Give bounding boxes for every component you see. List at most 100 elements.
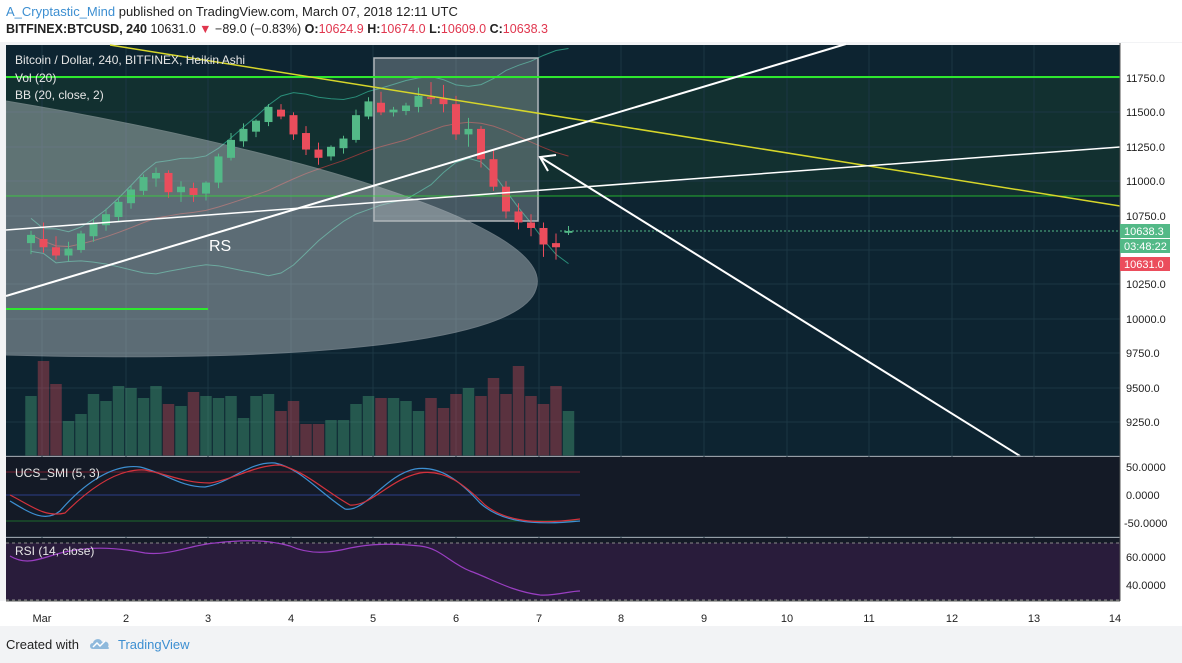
chart-area[interactable]: RS Bitcoin / Dollar, 240, BITFINEX, Heik…	[0, 43, 1182, 626]
volume-bar	[187, 392, 200, 456]
open-value: 10624.9	[318, 22, 364, 36]
price-tick-labels: 11750.0 11500.0 11250.0 11000.0 10750.0 …	[1126, 73, 1166, 429]
price-tick: 9250.0	[1126, 417, 1160, 429]
bb-legend[interactable]: BB (20, close, 2)	[15, 88, 104, 102]
volume-bar	[525, 396, 537, 456]
volume-bar	[262, 394, 275, 456]
open-label: O:	[304, 22, 319, 36]
volume-bar	[300, 424, 312, 456]
candle-body	[289, 115, 298, 135]
price-tick: 11750.0	[1126, 73, 1165, 85]
volume-bar	[75, 414, 87, 456]
white-trendline-shallow[interactable]	[5, 146, 1121, 231]
candle-body	[464, 128, 473, 135]
price-tick: 10750.0	[1126, 211, 1166, 223]
candle-body	[414, 95, 423, 107]
smi-tick-labels: 50.0000 0.0000 -50.0000	[1124, 462, 1167, 530]
candle-body	[439, 98, 448, 105]
price-tick: 11250.0	[1126, 142, 1165, 154]
price-tick: 11500.0	[1126, 107, 1165, 119]
candle-body	[502, 186, 510, 212]
tradingview-cloud-icon[interactable]	[88, 635, 112, 651]
candle-body	[452, 104, 460, 135]
price-change: −89.0 (−0.83%)	[215, 22, 302, 36]
rsi-tick: 40.0000	[1126, 580, 1166, 592]
smi-tick: -50.0000	[1124, 518, 1167, 530]
candle-body	[527, 222, 535, 228]
smi-tick: 50.0000	[1126, 462, 1166, 474]
volume-bar	[112, 386, 125, 456]
candle-body	[152, 172, 160, 179]
candle-body	[552, 243, 560, 248]
symbol-label: BITFINEX:BTCUSD, 240	[6, 22, 147, 36]
rsi-legend[interactable]: RSI (14, close)	[15, 544, 94, 558]
candle-body	[389, 109, 398, 113]
white-trendline-steep[interactable]	[5, 43, 847, 297]
volume-bar	[37, 361, 50, 456]
rsi-tick-labels: 60.0000 40.0000	[1126, 552, 1166, 592]
chart-title-legend[interactable]: Bitcoin / Dollar, 240, BITFINEX, Heikin …	[15, 53, 245, 67]
candle-body	[227, 139, 235, 158]
candle-body	[327, 146, 335, 157]
candle-body	[202, 182, 210, 194]
time-tick: 2	[123, 613, 129, 625]
projection-arrow-line[interactable]	[539, 156, 1021, 457]
last-price: 10631.0	[150, 22, 196, 36]
smi-legend[interactable]: UCS_SMI (5, 3)	[15, 466, 100, 480]
countdown-badge	[1120, 239, 1170, 253]
author-link[interactable]: A_Cryptastic_Mind	[6, 4, 116, 19]
volume-legend[interactable]: Vol (20)	[15, 71, 56, 85]
candle-body	[277, 109, 285, 117]
volume-bar	[50, 384, 62, 456]
time-tick: 13	[1028, 613, 1040, 625]
symbol-info: BITFINEX:BTCUSD, 240 10631.0 ▼ −89.0 (−0…	[6, 22, 548, 36]
time-tick: 3	[205, 613, 211, 625]
volume-bar	[312, 424, 325, 456]
volume-bar	[387, 398, 400, 456]
volume-bar	[225, 396, 237, 456]
volume-bar	[137, 398, 150, 456]
candle-body	[264, 106, 273, 123]
volume-bars	[25, 361, 575, 456]
volume-bar	[425, 398, 437, 456]
price-tick: 11000.0	[1126, 176, 1165, 188]
volume-bar	[350, 404, 362, 456]
volume-bar	[125, 388, 137, 456]
volume-bar	[150, 386, 162, 456]
volume-bar	[237, 418, 250, 456]
rsi-band	[6, 543, 1120, 600]
rs-ellipse-zone[interactable]	[5, 100, 538, 358]
volume-bar	[450, 394, 462, 456]
created-with-text: Created with	[6, 637, 79, 652]
volume-bar	[250, 396, 262, 456]
smi-tick: 0.0000	[1126, 490, 1160, 502]
volume-bar	[412, 411, 425, 456]
candle-body	[27, 234, 35, 244]
volume-bar	[162, 404, 175, 456]
time-axis[interactable]	[0, 601, 1182, 626]
yellow-trendline[interactable]	[109, 44, 1121, 207]
volume-bar	[375, 398, 387, 456]
publish-header: A_Cryptastic_Mind published on TradingVi…	[0, 0, 1182, 42]
volume-bar	[200, 396, 212, 456]
price-badge-last	[1120, 257, 1170, 271]
time-tick: 6	[453, 613, 459, 625]
tradingview-brand-link[interactable]: TradingView	[118, 637, 190, 652]
candle-body	[52, 247, 60, 256]
volume-bar	[275, 411, 287, 456]
price-axis[interactable]	[1120, 43, 1182, 601]
volume-bar	[87, 394, 100, 456]
footer: Created with TradingView	[0, 626, 1182, 663]
volume-bar	[475, 396, 487, 456]
smi-pane[interactable]	[6, 457, 1120, 537]
candle-body	[64, 248, 73, 256]
time-tick: 9	[701, 613, 707, 625]
volume-bar	[287, 401, 300, 456]
candle-body	[177, 186, 185, 193]
price-tick: 10250.0	[1126, 279, 1166, 291]
volume-bar	[212, 398, 225, 456]
candle-body	[39, 238, 48, 248]
volume-bar	[337, 420, 350, 456]
time-tick: 14	[1109, 613, 1121, 625]
candle-body	[302, 133, 310, 150]
